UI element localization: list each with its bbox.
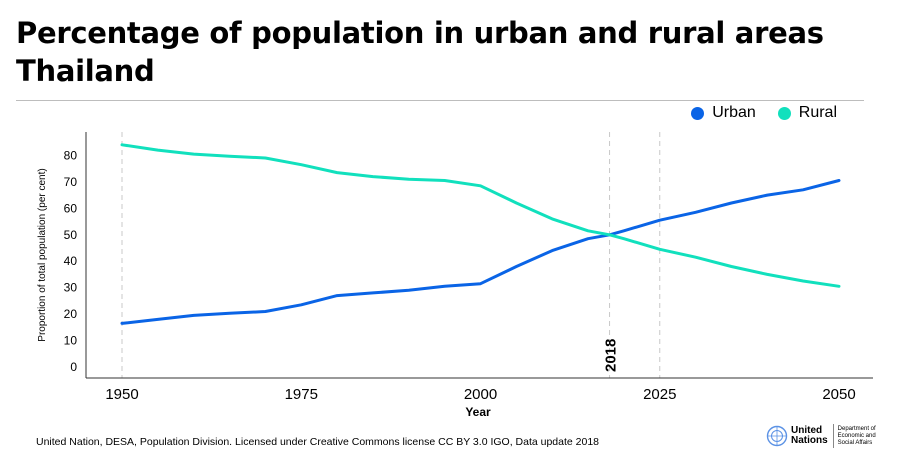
- y-tick-40: 40: [64, 254, 78, 268]
- legend-swatch-rural: [777, 106, 791, 120]
- x-tick-labels: 1950 1975 2000 2025 2050: [105, 386, 855, 403]
- y-tick-labels: 0 10 20 30 40 50 60 70 80: [64, 148, 78, 374]
- chart-legend: Urban Rural: [669, 104, 837, 122]
- un-name-line-2: Nations: [791, 435, 828, 446]
- x-axis-label: Year: [465, 405, 491, 419]
- y-tick-30: 30: [64, 281, 78, 295]
- vertical-markers: 2018: [121, 132, 661, 378]
- series-line-rural: [120, 143, 841, 288]
- legend-swatch-urban: [691, 106, 705, 120]
- x-tick-1950: 1950: [105, 386, 138, 403]
- y-tick-50: 50: [64, 228, 78, 242]
- chart-title: Percentage of population in urban and ru…: [16, 14, 824, 90]
- legend-label-urban: Urban: [712, 104, 756, 121]
- y-tick-60: 60: [64, 201, 78, 215]
- y-axis-label: Proportion of total population (per cent…: [37, 168, 48, 341]
- un-logo: United Nations Department of Economic an…: [766, 424, 876, 448]
- source-note: United Nation, DESA, Population Division…: [36, 436, 600, 448]
- marker-label-2018: 2018: [603, 339, 620, 372]
- series-line-urban: [120, 179, 841, 325]
- axes: [85, 132, 873, 379]
- un-dept-line-2: Economic and: [837, 432, 876, 439]
- series-lines: [120, 143, 841, 325]
- un-name-line-1: United: [791, 425, 823, 436]
- title-line-1: Percentage of population in urban and ru…: [16, 16, 824, 50]
- y-tick-70: 70: [64, 175, 78, 189]
- x-tick-1975: 1975: [285, 386, 318, 403]
- legend-item-urban: Urban: [691, 104, 756, 122]
- un-department: Department of Economic and Social Affair…: [838, 426, 876, 447]
- logo-divider: [832, 424, 834, 448]
- title-divider: [16, 100, 864, 101]
- legend-item-rural: Rural: [777, 104, 837, 122]
- un-name: United Nations: [791, 426, 828, 446]
- y-tick-10: 10: [64, 334, 78, 348]
- x-tick-2050: 2050: [822, 386, 855, 403]
- un-dept-line-1: Department of: [837, 425, 876, 432]
- un-emblem-icon: [766, 425, 788, 447]
- y-tick-20: 20: [64, 307, 78, 321]
- x-tick-2025: 2025: [643, 386, 676, 403]
- legend-label-rural: Rural: [798, 104, 837, 121]
- x-tick-2000: 2000: [464, 386, 497, 403]
- y-tick-0: 0: [70, 360, 77, 374]
- title-line-2: Thailand: [16, 54, 155, 88]
- y-tick-80: 80: [64, 148, 78, 162]
- un-dept-line-3: Social Affairs: [837, 439, 873, 446]
